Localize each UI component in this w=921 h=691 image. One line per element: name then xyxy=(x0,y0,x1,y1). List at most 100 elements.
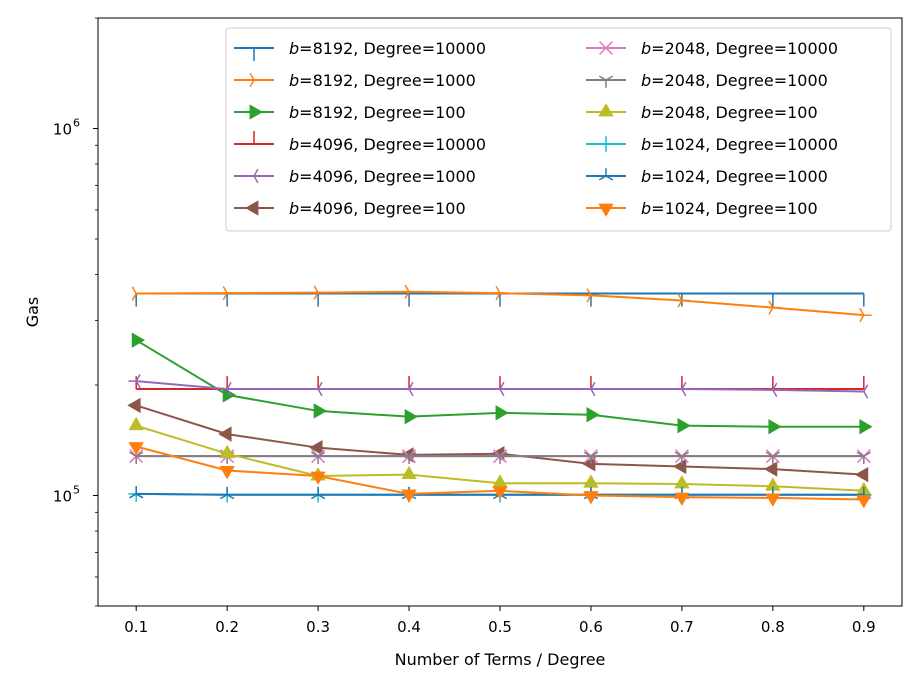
legend-b-symbol: b xyxy=(641,103,651,122)
data-point xyxy=(404,284,417,299)
legend-b-symbol: b xyxy=(641,167,651,186)
legend-degree-text: , Degree=1000 xyxy=(705,71,828,90)
legend-entry: b=4096, Degree=1000 xyxy=(234,167,476,186)
data-point xyxy=(313,403,327,419)
data-point xyxy=(763,461,778,477)
legend-b-eq: = xyxy=(299,39,312,58)
x-tick-label: 0.3 xyxy=(306,618,330,636)
legend-b-eq: = xyxy=(299,199,312,218)
data-point xyxy=(768,300,781,315)
data-point xyxy=(128,373,141,389)
data-point xyxy=(674,451,690,464)
legend-marker xyxy=(598,168,614,181)
legend-degree-text: , Degree=10000 xyxy=(705,135,838,154)
legend-entry: b=8192, Degree=1000 xyxy=(234,71,476,90)
data-point xyxy=(586,407,600,423)
legend-entry: b=8192, Degree=100 xyxy=(234,103,466,122)
legend-degree-text: , Degree=100 xyxy=(353,103,465,122)
legend-degree-text: , Degree=1000 xyxy=(353,71,476,90)
legend-marker xyxy=(249,104,263,120)
data-point xyxy=(404,408,418,425)
legend-label: b=4096, Degree=100 xyxy=(289,199,466,218)
x-tick-label: 0.9 xyxy=(852,618,876,636)
legend-b-value: 4096 xyxy=(313,199,354,218)
data-point xyxy=(765,451,780,464)
data-point xyxy=(856,384,869,399)
series-4096-degree-100 xyxy=(127,397,869,483)
data-point xyxy=(131,286,144,301)
data-point xyxy=(219,466,235,480)
legend-label: b=2048, Degree=1000 xyxy=(641,71,828,90)
data-point xyxy=(674,381,687,397)
data-point xyxy=(673,458,687,475)
legend-b-eq: = xyxy=(299,135,312,154)
legend-b-value: 4096 xyxy=(313,135,354,154)
data-point xyxy=(310,451,326,464)
y-tick-exponent: 6 xyxy=(73,116,80,129)
legend-marker xyxy=(598,40,614,56)
data-point xyxy=(583,451,599,464)
x-tick-label: 0.4 xyxy=(397,618,421,636)
x-tick-label: 0.6 xyxy=(579,618,603,636)
legend-entry: b=4096, Degree=100 xyxy=(234,199,466,218)
legend-b-symbol: b xyxy=(289,199,299,218)
data-point xyxy=(401,451,417,464)
data-point xyxy=(677,417,691,434)
x-tick-label: 0.8 xyxy=(761,618,785,636)
data-point xyxy=(765,382,778,398)
legend-entry: b=4096, Degree=10000 xyxy=(234,131,486,154)
legend-label: b=8192, Degree=100 xyxy=(289,103,466,122)
legend-marker xyxy=(249,72,262,88)
series-4096-degree-1000 xyxy=(128,373,869,399)
legend-b-symbol: b xyxy=(289,39,299,58)
legend-degree-text: , Degree=1000 xyxy=(705,167,828,186)
legend-degree-text: , Degree=100 xyxy=(705,199,817,218)
legend-marker xyxy=(245,200,259,216)
legend-label: b=4096, Degree=1000 xyxy=(289,167,476,186)
legend-b-eq: = xyxy=(299,103,312,122)
data-point xyxy=(219,444,235,459)
data-point xyxy=(218,426,232,442)
legend-b-symbol: b xyxy=(289,71,299,90)
legend-marker xyxy=(598,203,614,217)
data-point xyxy=(859,419,873,435)
data-point xyxy=(677,293,690,308)
legend-label: b=8192, Degree=1000 xyxy=(289,71,476,90)
legend-label: b=8192, Degree=10000 xyxy=(289,39,486,58)
data-point xyxy=(129,486,144,499)
series-layer xyxy=(127,284,873,509)
x-tick-label: 0.7 xyxy=(670,618,694,636)
legend-b-value: 8192 xyxy=(313,103,354,122)
legend-degree-text: , Degree=10000 xyxy=(353,39,486,58)
legend-degree-text: , Degree=100 xyxy=(353,199,465,218)
legend-marker xyxy=(246,168,259,184)
series-8192-degree-1000 xyxy=(131,284,872,323)
legend-entry: b=2048, Degree=1000 xyxy=(586,71,828,90)
legend-b-eq: = xyxy=(651,135,664,154)
legend-entry: b=1024, Degree=1000 xyxy=(586,167,828,186)
data-point xyxy=(127,397,141,414)
legend-b-symbol: b xyxy=(641,39,651,58)
legend-b-value: 2048 xyxy=(665,39,706,58)
data-point xyxy=(768,419,782,435)
legend-b-eq: = xyxy=(299,71,312,90)
x-tick-label: 0.1 xyxy=(124,618,148,636)
data-point xyxy=(495,405,509,421)
legend-b-eq: = xyxy=(651,39,664,58)
data-point xyxy=(128,416,144,431)
legend-b-value: 8192 xyxy=(313,39,354,58)
data-point xyxy=(222,285,235,301)
legend-entry: b=1024, Degree=10000 xyxy=(586,135,838,154)
legend-b-eq: = xyxy=(299,167,312,186)
data-point xyxy=(310,381,323,397)
legend-degree-text: , Degree=10000 xyxy=(353,135,486,154)
legend-entry: b=2048, Degree=100 xyxy=(586,103,818,122)
legend-degree-text: , Degree=10000 xyxy=(705,39,838,58)
data-point xyxy=(310,471,326,485)
data-point xyxy=(856,495,872,509)
data-point xyxy=(856,451,871,464)
data-point xyxy=(128,442,144,456)
data-point xyxy=(492,451,508,464)
